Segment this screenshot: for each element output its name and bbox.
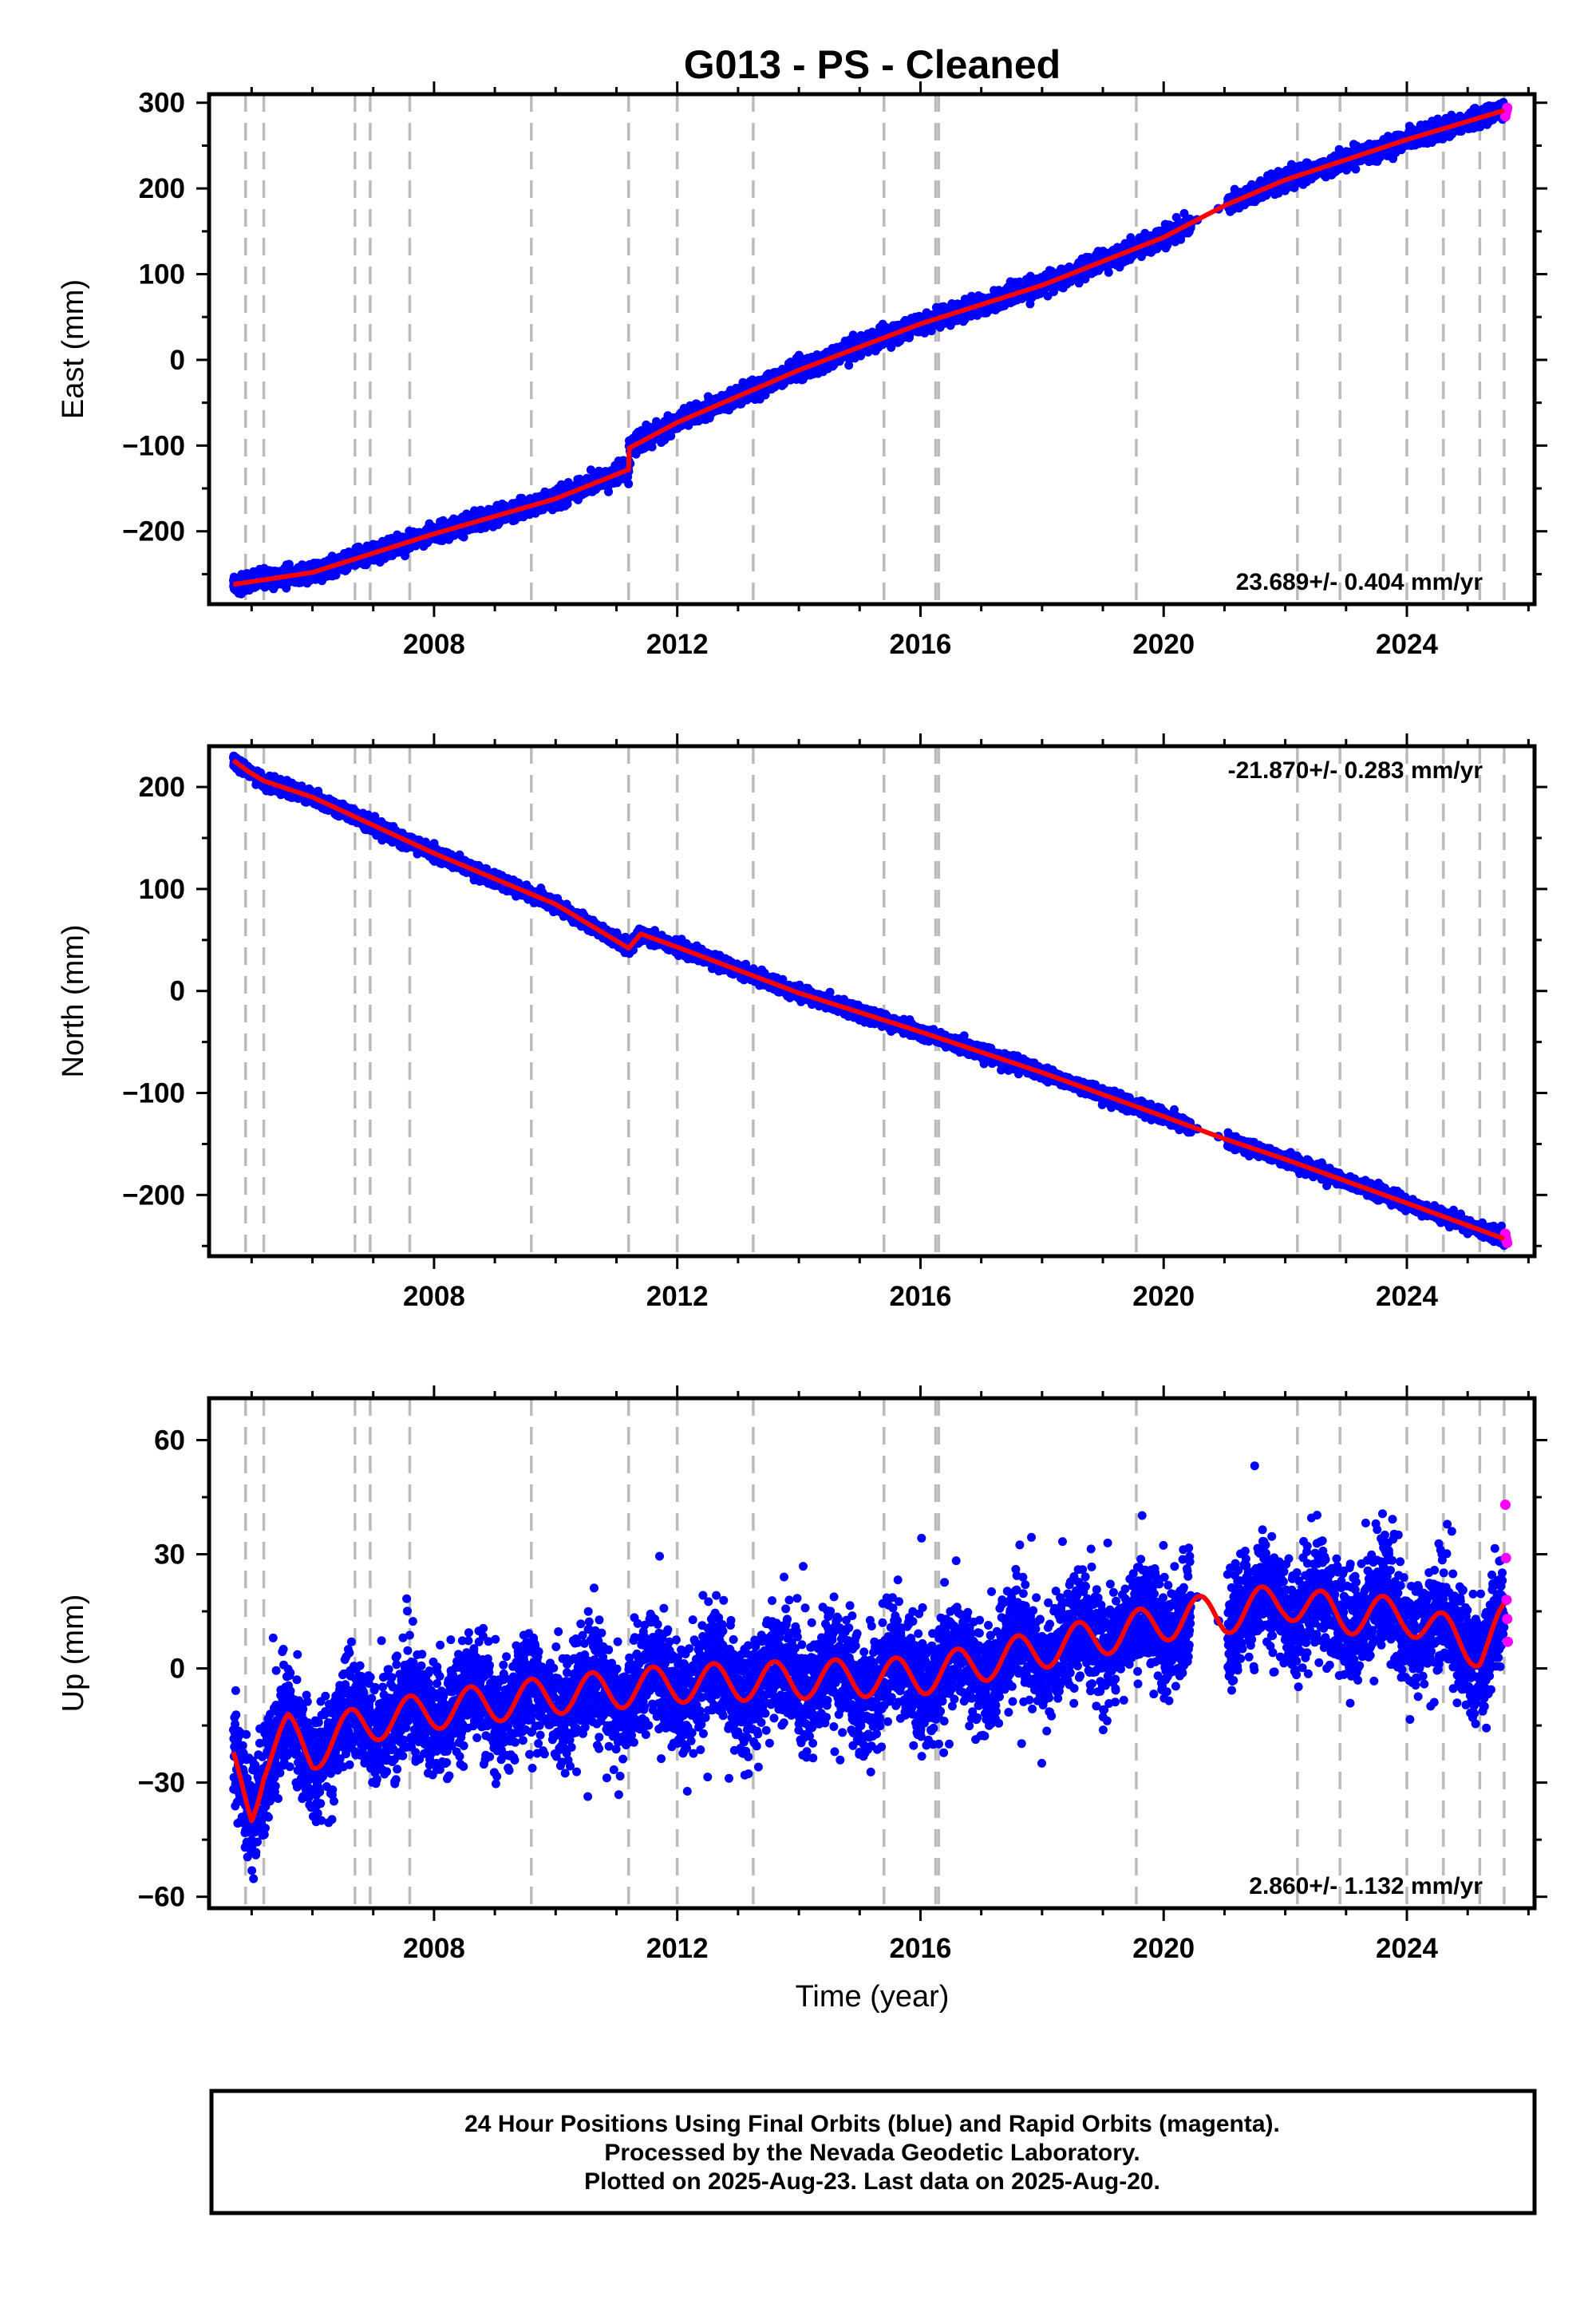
data-point — [624, 479, 634, 488]
panel-east: 2008 2012 2016 2020 2024−200−1000100200300Ea… — [57, 81, 1547, 660]
chart-title: G013 - PS - Cleaned — [684, 42, 1061, 87]
panels: 2008 2012 2016 2020 2024−200−1000100200300Ea… — [57, 81, 1547, 1964]
plot-area — [229, 94, 1513, 604]
